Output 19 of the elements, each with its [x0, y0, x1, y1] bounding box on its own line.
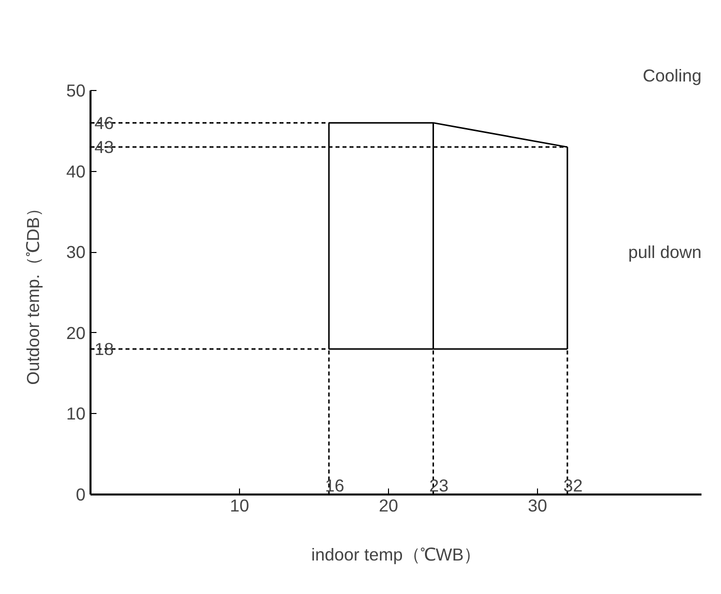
x-tick-label: 20 — [378, 496, 398, 516]
x-tick-label: 30 — [528, 496, 548, 516]
annotation: 46 — [94, 112, 114, 133]
y-tick-label: 40 — [66, 161, 86, 182]
annotation: 16 — [324, 476, 344, 496]
annotation: 23 — [429, 476, 449, 496]
y-axis-title: Outdoor temp.（℃DB） — [23, 200, 44, 385]
annotation: 43 — [94, 137, 114, 158]
annotation: 18 — [94, 339, 114, 360]
y-tick-label: 10 — [66, 404, 86, 424]
y-tick-label: 20 — [66, 322, 86, 343]
x-axis-title: indoor temp（℃WB） — [311, 544, 481, 564]
annotation: pull down — [628, 242, 702, 262]
y-tick-label: 50 — [66, 80, 86, 100]
annotation: 32 — [563, 476, 583, 496]
chart-title: Cooling — [642, 66, 702, 86]
y-tick-label: 0 — [76, 484, 86, 504]
y-tick-label: 30 — [66, 242, 86, 262]
x-tick-label: 10 — [230, 496, 250, 516]
